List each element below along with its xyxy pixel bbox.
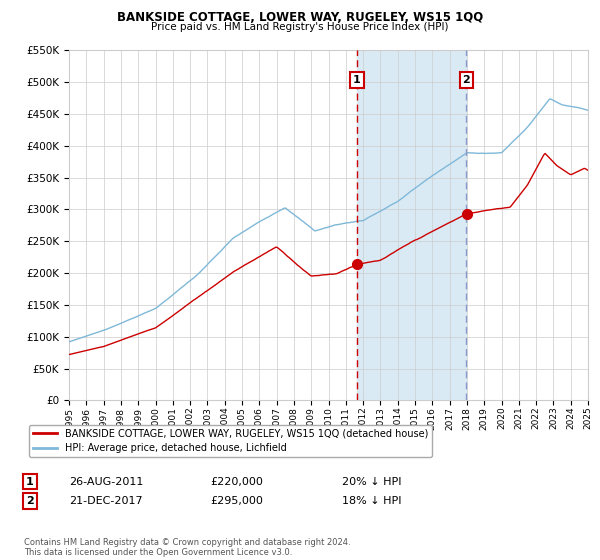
Text: 26-AUG-2011: 26-AUG-2011	[69, 477, 143, 487]
Text: 18% ↓ HPI: 18% ↓ HPI	[342, 496, 401, 506]
Text: 1: 1	[26, 477, 34, 487]
Text: Contains HM Land Registry data © Crown copyright and database right 2024.
This d: Contains HM Land Registry data © Crown c…	[24, 538, 350, 557]
Text: Price paid vs. HM Land Registry's House Price Index (HPI): Price paid vs. HM Land Registry's House …	[151, 22, 449, 32]
Text: 2: 2	[463, 75, 470, 85]
Text: 20% ↓ HPI: 20% ↓ HPI	[342, 477, 401, 487]
Text: £220,000: £220,000	[210, 477, 263, 487]
Text: BANKSIDE COTTAGE, LOWER WAY, RUGELEY, WS15 1QQ: BANKSIDE COTTAGE, LOWER WAY, RUGELEY, WS…	[117, 11, 483, 24]
Legend: BANKSIDE COTTAGE, LOWER WAY, RUGELEY, WS15 1QQ (detached house), HPI: Average pr: BANKSIDE COTTAGE, LOWER WAY, RUGELEY, WS…	[29, 424, 432, 458]
Text: 21-DEC-2017: 21-DEC-2017	[69, 496, 143, 506]
Text: £295,000: £295,000	[210, 496, 263, 506]
Text: 2: 2	[26, 496, 34, 506]
Text: 1: 1	[353, 75, 361, 85]
Bar	[357, 50, 466, 400]
